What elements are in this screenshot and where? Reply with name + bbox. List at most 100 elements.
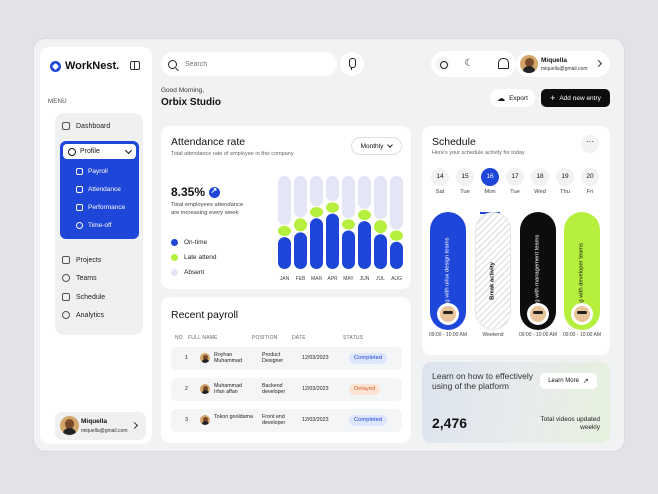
event-time: 09:00 - 10:00 AM <box>428 332 468 338</box>
learn-more-label: Learn More <box>548 378 579 384</box>
col-no: NO <box>175 335 183 341</box>
day-weekday: Wed <box>534 189 546 195</box>
event-card[interactable]: Meeting with developer teams <box>564 212 600 330</box>
event-card[interactable]: Meeting with ui/ux design teams <box>430 212 466 330</box>
sidebar-subitem-time-off[interactable]: Time-off <box>76 222 111 229</box>
day-number: 20 <box>581 168 599 186</box>
user-email: miquella@gmail.com <box>81 428 128 434</box>
day-16-selected[interactable]: 16 Mon <box>481 168 499 195</box>
bar-late-attend-jan <box>278 225 291 237</box>
sidebar-item-dashboard[interactable]: Dashboard <box>62 122 110 130</box>
cell-no: 2 <box>185 386 188 392</box>
sidebar-item-teams[interactable]: Teams <box>62 274 97 282</box>
x-tick-label: FEB <box>296 276 306 282</box>
chevron-down-icon <box>124 146 133 154</box>
day-17[interactable]: 17 Tue <box>506 168 524 195</box>
table-row[interactable]: 1 Royhan Muhammad Product Designer 12/03… <box>171 347 402 370</box>
day-weekday: Sat <box>435 189 445 195</box>
sun-icon[interactable] <box>436 57 450 71</box>
day-19[interactable]: 19 Thu <box>556 168 574 195</box>
schedule-card: Schedule Here's your schedule activity f… <box>422 126 610 355</box>
table-row[interactable]: 3 Tokon gooldama Front end developer 12/… <box>171 409 402 432</box>
sidebar-item-profile[interactable]: Profile <box>63 144 136 159</box>
payroll-card: Recent payroll NO FULL NAME POSITION DAT… <box>161 297 411 443</box>
cell-name: Muhammad Irfan affan <box>214 383 242 396</box>
legend-dot <box>171 254 178 261</box>
schedule-subtitle: Here's your schedule activity for today <box>432 150 525 156</box>
attendance-chart: JAN FEB MAR APR MAY JUN JUL AUG <box>278 176 403 282</box>
sidebar-toggle-icon[interactable] <box>130 61 140 70</box>
chevron-right-icon <box>594 59 603 68</box>
header-profile[interactable]: Miquella miquella@gmail.com <box>516 51 610 77</box>
search-bar[interactable] <box>161 52 337 76</box>
bar-on-time-jan <box>278 237 291 269</box>
attendance-percent: 8.35% <box>171 185 221 199</box>
more-options-button[interactable]: ··· <box>581 135 599 153</box>
bar-late-attend-aug <box>390 230 403 241</box>
sidebar-subitem-attendance[interactable]: Attendance <box>76 186 121 193</box>
external-link-icon: ↗ <box>582 378 589 385</box>
add-new-entry-label: Add new entry <box>559 94 601 102</box>
day-weekday: Tue <box>510 189 520 195</box>
learn-more-button[interactable]: Learn More ↗ <box>540 373 597 389</box>
cell-position: Backend developer <box>262 383 286 396</box>
day-number: 19 <box>556 168 574 186</box>
attendance-subtitle: Total attendance rate of employee in thi… <box>171 151 294 157</box>
bar-absent-aug <box>390 176 403 230</box>
bar-late-attend-may <box>342 219 355 230</box>
folder-icon <box>62 256 70 264</box>
period-dropdown[interactable]: Monthly <box>351 137 402 155</box>
event-card[interactable]: Meeting with management teams <box>520 212 556 330</box>
sidebar-subitem-performance[interactable]: Performance <box>76 204 125 211</box>
avatar <box>200 415 210 425</box>
dashboard-icon <box>62 122 70 130</box>
sidebar-item-label: Projects <box>76 256 102 264</box>
bar-absent-jan <box>278 176 291 225</box>
sidebar-item-label: Analytics <box>76 311 105 319</box>
export-button[interactable]: ☁ Export <box>490 89 535 107</box>
chevron-right-icon <box>130 421 139 430</box>
sidebar-item-schedule[interactable]: Schedule <box>62 293 105 301</box>
sidebar-subitem-payroll[interactable]: Payroll <box>76 168 108 175</box>
x-tick-label: JAN <box>280 276 290 282</box>
sidebar-user-card[interactable]: Miquella miquella@gmail.com <box>55 412 146 440</box>
x-tick-label: APR <box>327 276 338 282</box>
sidebar-item-label: Teams <box>76 274 97 282</box>
status-badge: Completed <box>349 353 388 364</box>
bar-on-time-jun <box>358 221 371 269</box>
bar-absent-feb <box>294 176 307 218</box>
notification-bell-icon[interactable] <box>490 51 516 77</box>
sidebar-subitem-label: Performance <box>88 204 126 211</box>
logo[interactable]: WorkNest. <box>50 60 119 72</box>
bar-late-attend-jul <box>374 220 387 234</box>
menu-label: MENU <box>48 99 67 105</box>
legend-label: On-time <box>184 239 208 246</box>
bar-absent-may <box>342 176 355 219</box>
x-tick-label: AUG <box>391 276 402 282</box>
menu-group: Dashboard Profile Payroll Attendance <box>55 113 143 335</box>
moon-icon[interactable]: ☾ <box>464 58 474 69</box>
search-input[interactable] <box>185 60 305 68</box>
avatar <box>200 384 210 394</box>
add-new-entry-button[interactable]: + Add new entry <box>541 89 610 107</box>
table-row[interactable]: 2 Muhammad Irfan affan Backend developer… <box>171 378 402 401</box>
bar-absent-mar <box>310 176 323 207</box>
sidebar-item-analytics[interactable]: Analytics <box>62 311 104 319</box>
learn-card: Learn on how to effectively using of the… <box>422 362 610 443</box>
day-20[interactable]: 20 Fri <box>581 168 599 195</box>
performance-icon <box>76 204 83 211</box>
bar-on-time-feb <box>294 232 307 269</box>
legend-absent: Absent <box>171 269 204 276</box>
day-18[interactable]: 18 Wed <box>531 168 549 195</box>
event-time: Weekend <box>482 332 504 338</box>
bar-on-time-may <box>342 230 355 269</box>
sidebar-subitem-label: Payroll <box>88 168 108 175</box>
microphone-button[interactable] <box>340 52 364 76</box>
day-14[interactable]: 14 Sat <box>431 168 449 195</box>
sidebar-item-projects[interactable]: Projects <box>62 256 101 264</box>
day-15[interactable]: 15 Tue <box>456 168 474 195</box>
avatar <box>437 303 459 325</box>
plus-icon: + <box>550 93 556 103</box>
event-card[interactable]: Break activity <box>475 212 511 330</box>
cell-date: 12/03/2023 <box>302 386 329 392</box>
